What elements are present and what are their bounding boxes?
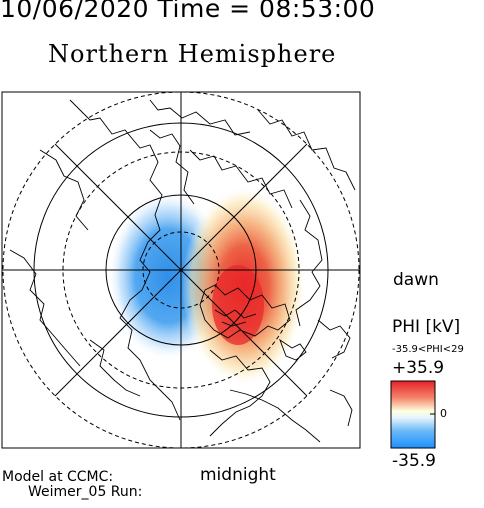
colorbar	[390, 380, 436, 449]
model-label: Model at CCMC:	[2, 469, 114, 485]
polar-map	[1, 91, 361, 449]
coastlines	[9, 99, 356, 443]
colorbar-min-label: -35.9	[392, 451, 436, 471]
midnight-label: midnight	[200, 465, 276, 485]
run-label: Weimer_05 Run:	[28, 484, 143, 500]
hemisphere-title: Northern Hemisphere	[48, 40, 337, 68]
meridian-diagonal-2	[54, 143, 308, 397]
colorbar-max-label: +35.9	[392, 358, 445, 378]
positive-cell-core	[212, 265, 264, 345]
colorbar-zero-label: 0	[440, 407, 447, 420]
colorbar-gradient	[390, 380, 436, 449]
colorbar-range-text: -35.9<PHI<29	[392, 344, 464, 355]
colorbar-title: PHI [kV]	[392, 317, 461, 337]
dawn-label: dawn	[393, 270, 439, 290]
timestamp-title: 10/06/2020 Time = 08:53:00	[0, 0, 376, 23]
